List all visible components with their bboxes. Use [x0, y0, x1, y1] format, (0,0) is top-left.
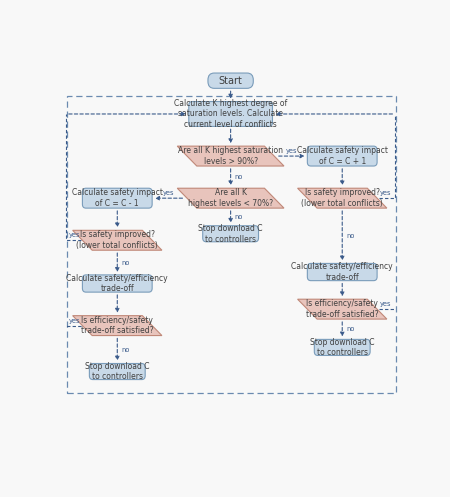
Polygon shape [72, 316, 162, 335]
Text: Calculate safety/efficiency
trade-off: Calculate safety/efficiency trade-off [292, 262, 393, 282]
Text: Calculate safety impact
of C = C - 1: Calculate safety impact of C = C - 1 [72, 188, 163, 208]
Text: Stop download C
to controllers: Stop download C to controllers [310, 337, 374, 357]
Text: Is safety improved?
(lower total conflicts): Is safety improved? (lower total conflic… [302, 188, 383, 208]
FancyBboxPatch shape [208, 73, 253, 88]
FancyBboxPatch shape [82, 275, 152, 292]
Text: Are all K
highest levels < 70%?: Are all K highest levels < 70%? [188, 188, 273, 208]
Text: Is safety improved?
(lower total conflicts): Is safety improved? (lower total conflic… [76, 231, 158, 250]
Text: no: no [347, 326, 355, 332]
FancyBboxPatch shape [82, 188, 152, 208]
Polygon shape [72, 230, 162, 250]
Text: Calculate K highest degree of
saturation levels. Calculate
current level of conf: Calculate K highest degree of saturation… [174, 99, 287, 129]
FancyBboxPatch shape [314, 339, 370, 355]
Polygon shape [177, 188, 284, 208]
Text: yes: yes [69, 318, 80, 324]
Text: no: no [347, 233, 355, 239]
Text: Start: Start [219, 76, 243, 85]
Text: Are all K highest saturation
levels > 90%?: Are all K highest saturation levels > 90… [178, 146, 283, 166]
Text: yes: yes [69, 232, 80, 238]
Text: no: no [234, 214, 243, 220]
Text: yes: yes [379, 190, 391, 196]
Text: Stop download C
to controllers: Stop download C to controllers [198, 224, 263, 244]
FancyBboxPatch shape [307, 146, 377, 166]
Polygon shape [297, 299, 387, 319]
Text: yes: yes [379, 301, 391, 307]
FancyBboxPatch shape [189, 101, 273, 126]
Text: yes: yes [286, 148, 297, 154]
FancyBboxPatch shape [307, 263, 377, 281]
Text: no: no [122, 346, 130, 352]
Text: Calculate safety/efficiency
trade-off: Calculate safety/efficiency trade-off [67, 274, 168, 293]
Text: Is efficiency/safety
trade-off satisfied?: Is efficiency/safety trade-off satisfied… [81, 316, 153, 335]
Polygon shape [297, 188, 387, 208]
Text: Calculate safety impact
of C = C + 1: Calculate safety impact of C = C + 1 [297, 146, 388, 166]
FancyBboxPatch shape [90, 363, 145, 380]
Text: no: no [122, 259, 130, 265]
Text: Stop download C
to controllers: Stop download C to controllers [85, 362, 149, 381]
FancyBboxPatch shape [202, 226, 258, 242]
Text: no: no [234, 174, 243, 180]
Polygon shape [177, 146, 284, 166]
Text: yes: yes [163, 190, 175, 196]
Text: Is efficiency/safety
trade-off satisfied?: Is efficiency/safety trade-off satisfied… [306, 299, 378, 319]
